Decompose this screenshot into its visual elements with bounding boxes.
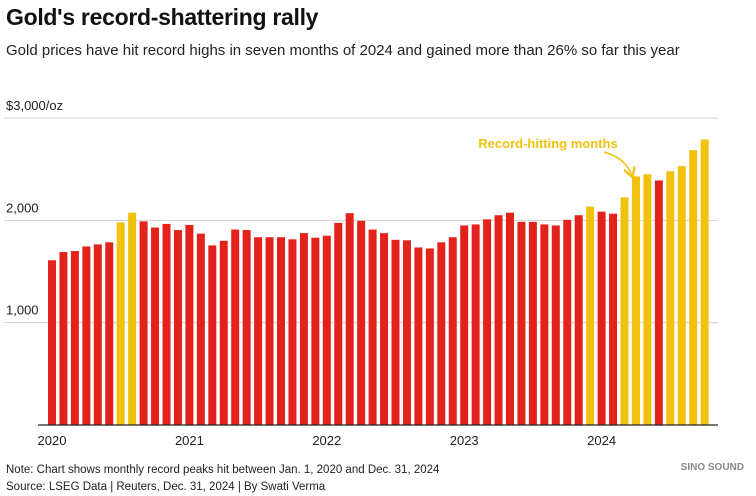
y-tick-label: 2,000 (6, 200, 39, 215)
bar (574, 215, 583, 425)
bar (654, 180, 663, 425)
bar (689, 150, 698, 426)
bar (82, 246, 91, 425)
bar (196, 233, 205, 425)
bar (540, 224, 549, 425)
bar (380, 233, 389, 425)
x-tick-label: 2024 (587, 433, 616, 448)
bar (334, 222, 343, 425)
bar (93, 244, 102, 425)
bar (368, 229, 377, 425)
bar (231, 229, 240, 425)
bar (528, 221, 537, 425)
bar (265, 237, 274, 425)
bar (437, 242, 446, 425)
bar (506, 212, 514, 425)
bar (288, 239, 297, 425)
bar (48, 260, 56, 425)
bar (517, 221, 526, 425)
bar (551, 225, 560, 425)
bar (185, 224, 194, 425)
bar (162, 223, 171, 425)
bar (414, 247, 423, 425)
bar (59, 252, 68, 425)
bar (299, 233, 308, 425)
y-tick-label: $3,000/oz (6, 98, 63, 113)
bar (643, 174, 652, 425)
bar (483, 219, 492, 425)
bar (425, 248, 434, 425)
bar (139, 221, 148, 425)
bar (173, 230, 182, 425)
bar (700, 139, 709, 426)
bar (322, 235, 331, 425)
bar (609, 213, 618, 425)
bar (471, 224, 480, 425)
y-tick-label: 1,000 (6, 303, 39, 318)
bar (277, 237, 285, 425)
bar (151, 227, 160, 425)
bar (345, 213, 354, 425)
bar (219, 240, 228, 425)
bar (620, 197, 629, 425)
bar (448, 237, 457, 425)
chart-title: Gold's record-shattering rally (6, 4, 319, 30)
bar (631, 176, 640, 425)
bar (391, 239, 400, 425)
bar (677, 166, 686, 425)
x-tick-label: 2020 (38, 433, 67, 448)
note: Note: Chart shows monthly record peaks h… (6, 464, 440, 476)
bar (311, 237, 320, 425)
bar (70, 251, 79, 425)
bar (128, 212, 137, 425)
chart-subtitle: Gold prices have hit record highs in sev… (6, 42, 680, 59)
bar (460, 225, 469, 425)
x-tick-label: 2022 (312, 433, 341, 448)
x-tick-label: 2021 (175, 433, 204, 448)
bar (666, 171, 675, 425)
bar (563, 219, 572, 425)
bar (586, 206, 595, 425)
bar (597, 211, 606, 425)
bar (494, 215, 503, 425)
bar (402, 240, 411, 425)
bar (357, 220, 366, 425)
x-tick-label: 2023 (450, 433, 479, 448)
bar (105, 242, 114, 425)
logo: SINO SOUND (681, 462, 744, 473)
source: Source: LSEG Data | Reuters, Dec. 31, 20… (6, 481, 326, 493)
bar (242, 230, 251, 425)
annotation-arrow (603, 151, 632, 176)
bar (208, 245, 217, 425)
annotation: Record-hitting months (478, 136, 617, 151)
bar (116, 222, 125, 425)
bar (254, 237, 263, 425)
